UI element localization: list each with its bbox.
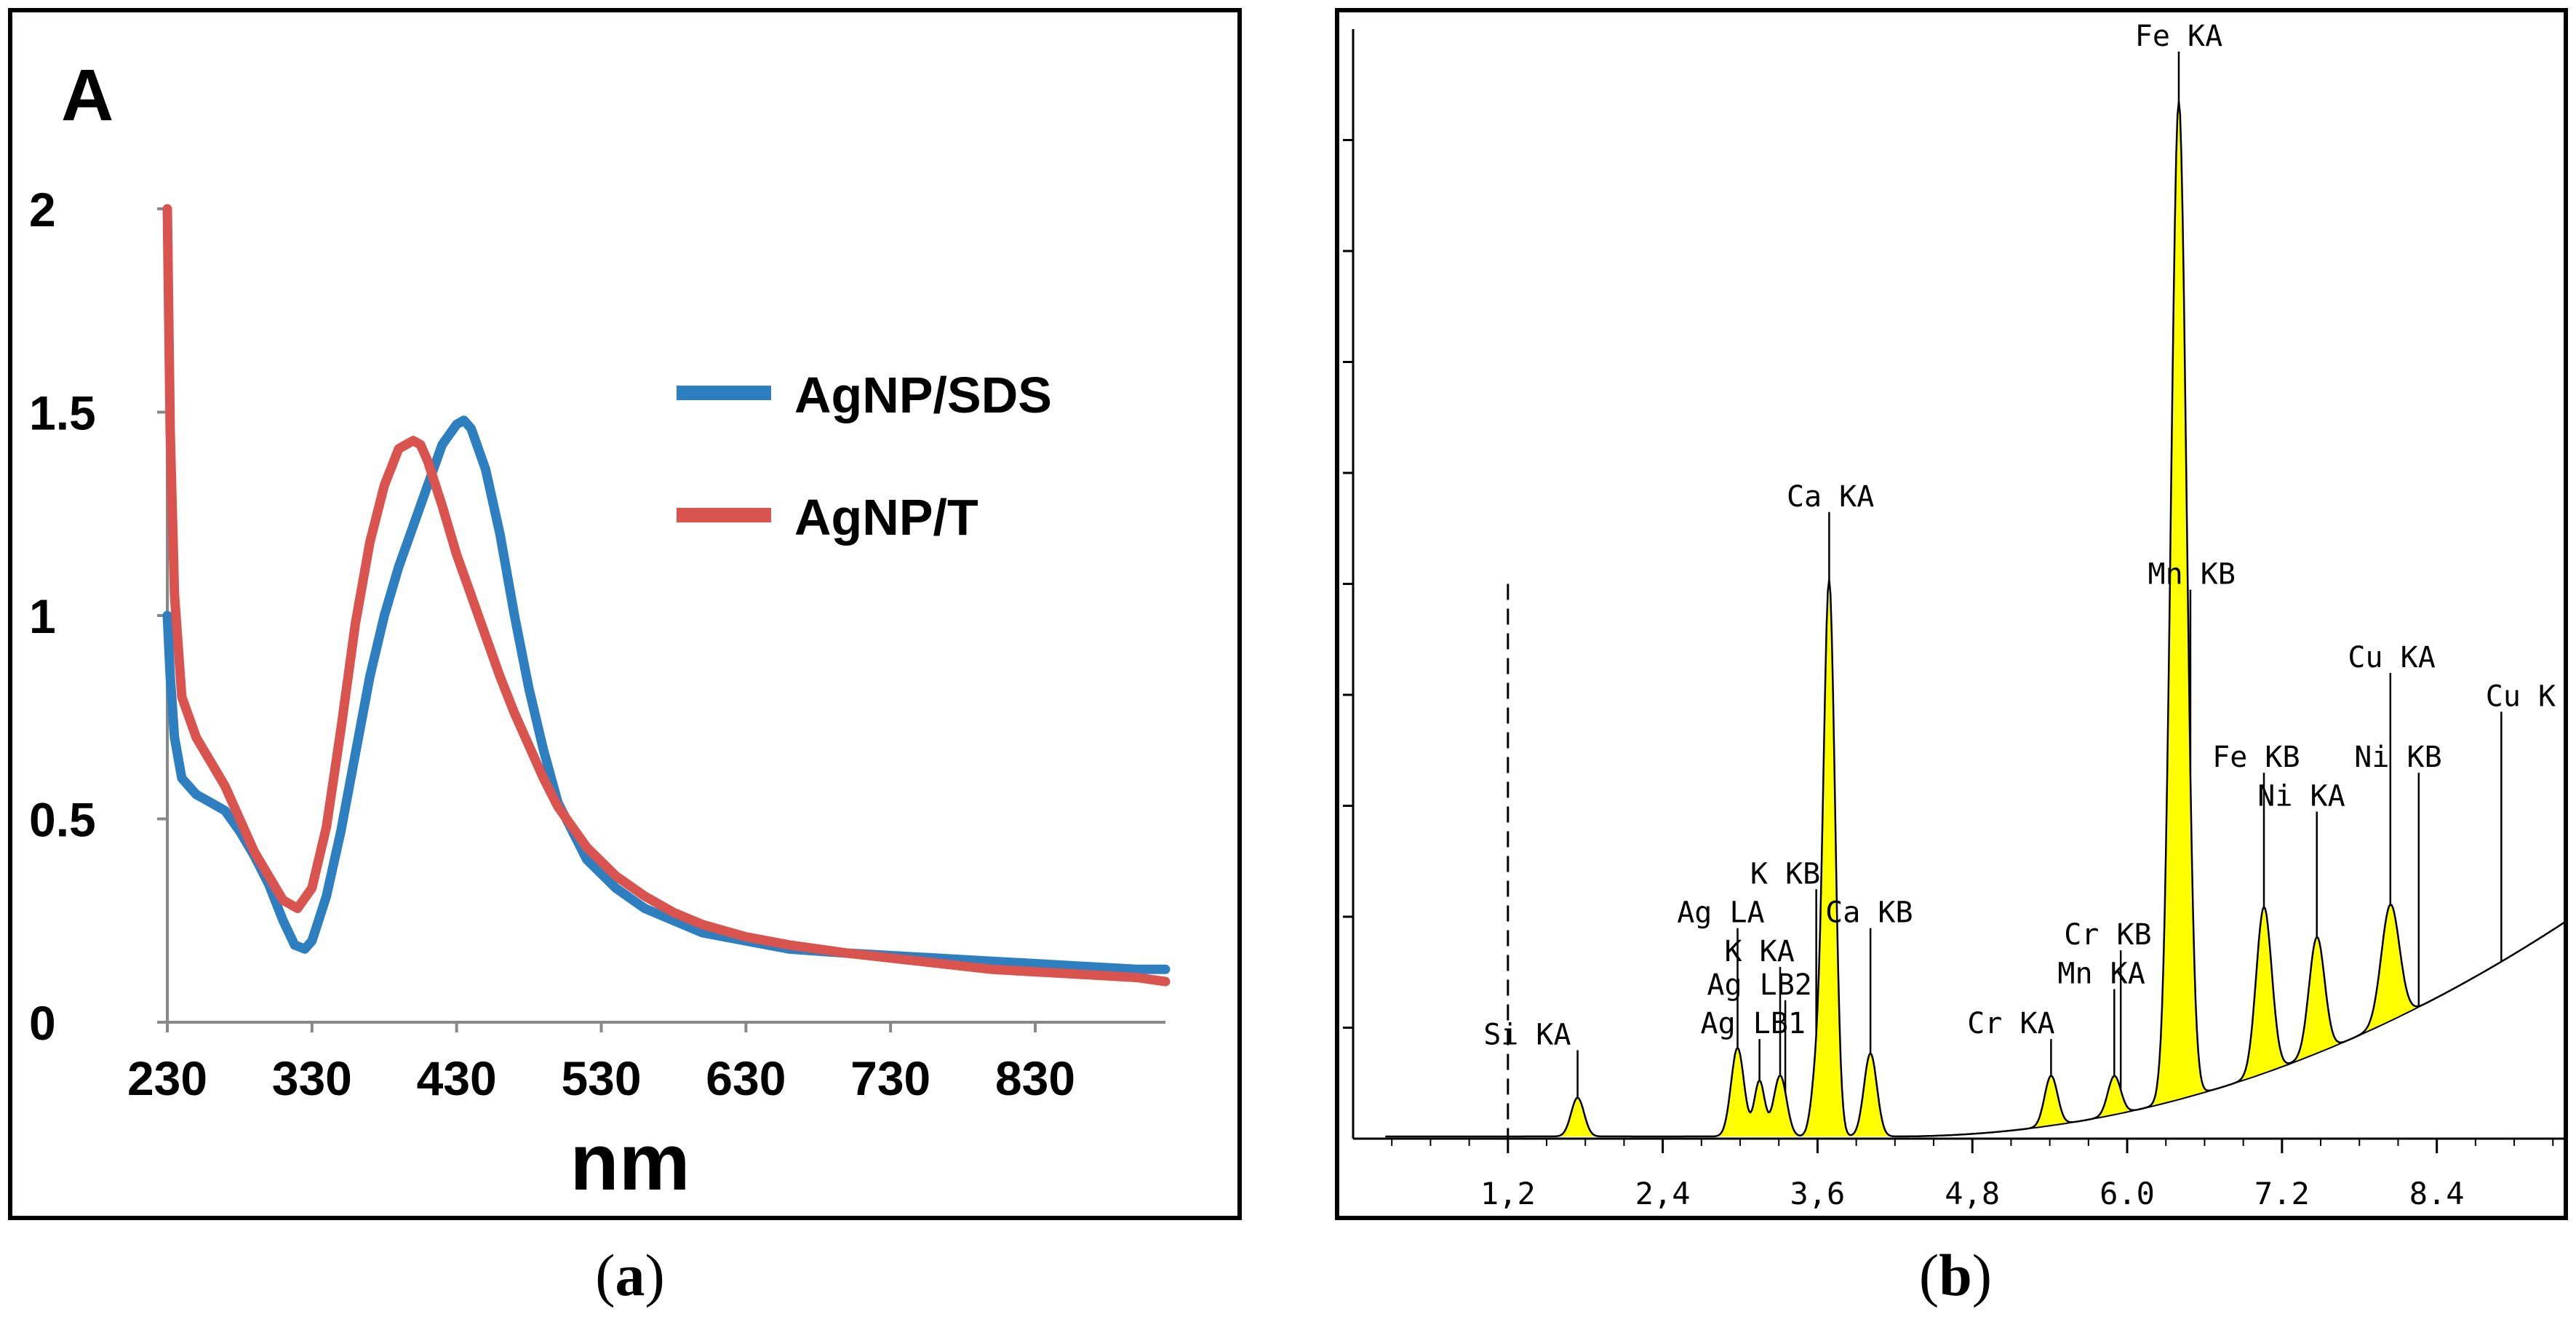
- peak-label: Mn KA: [2057, 957, 2145, 991]
- y-tick-label: 1.5: [29, 386, 96, 440]
- legend-label-agnp-t: AgNP/T: [794, 489, 978, 546]
- x-tick-label: 830: [995, 1051, 1075, 1105]
- panel-a-x-ticks: 230 330 430 530 630 730 830: [127, 1022, 1075, 1105]
- x-tick-label: 1,2: [1480, 1176, 1536, 1211]
- peak-label: Ca KB: [1825, 896, 1913, 930]
- series-line-agnp-t: [162, 204, 1171, 987]
- caption-b-letter: b: [1939, 1242, 1972, 1308]
- y-tick-label: 0.5: [29, 793, 96, 847]
- x-tick-label: 530: [561, 1051, 641, 1105]
- x-tick-label: 330: [272, 1051, 352, 1105]
- peak-label: Mn KB: [2148, 558, 2236, 592]
- peak-label: Cr KB: [2064, 918, 2151, 952]
- peak-label: Si KA: [1483, 1018, 1571, 1051]
- caption-a-letter: a: [615, 1242, 645, 1308]
- panel-b-y-ticks: [1343, 139, 1353, 1029]
- peak-label: Fe KA: [2135, 20, 2222, 53]
- x-tick-label: 4,8: [1945, 1176, 2000, 1211]
- y-tick-label: 1: [29, 589, 56, 643]
- peak-label: Cr KA: [1967, 1007, 2054, 1040]
- panel-a-y-ticks: 0 0.5 1 1.5 2: [29, 183, 167, 1050]
- legend-label-agnp-sds: AgNP/SDS: [794, 367, 1052, 423]
- x-tick-label: 630: [706, 1051, 786, 1105]
- peak-label: Cu K: [2486, 680, 2556, 713]
- peak-label: Ca KA: [1787, 480, 1874, 514]
- x-axis-title: nm: [570, 1118, 690, 1207]
- caption-a: (a): [595, 1242, 665, 1308]
- peak-label: Ag LA: [1677, 896, 1764, 930]
- panel-a-frame: [8, 8, 1242, 1220]
- peak-label: K KB: [1750, 857, 1820, 891]
- x-tick-label: 430: [417, 1051, 497, 1105]
- panel-a-label: A: [61, 55, 113, 136]
- x-tick-label: 3,6: [1790, 1176, 1845, 1211]
- x-tick-label: 2,4: [1635, 1176, 1691, 1211]
- peak-label: Cu KA: [2348, 641, 2435, 674]
- caption-b: (b): [1919, 1242, 1992, 1308]
- peak-label: Ni KB: [2354, 741, 2441, 774]
- peak-label: Ni KA: [2257, 780, 2345, 813]
- x-tick-label: 230: [127, 1051, 207, 1105]
- panel-a-series: [162, 204, 1171, 987]
- x-tick-label: 7.2: [2254, 1176, 2310, 1211]
- peak-label: K KA: [1724, 935, 1794, 968]
- legend: AgNP/SDS AgNP/T: [677, 367, 1052, 546]
- peak-label: Ag LB2: [1707, 968, 1812, 1002]
- peak-label: Ag LB1: [1701, 1007, 1806, 1040]
- peak-label: Fe KB: [2212, 741, 2300, 774]
- panel-a-uv-vis-chart: A 0 0.5 1 1.5 2 230 330 430 530 630 730 830 nm AgN…: [8, 8, 1242, 1308]
- panel-b-x-ticks: 1,2 2,4 3,6 4,8 6.0 7.2 8.4: [1391, 1139, 2554, 1211]
- x-tick-label: 6.0: [2100, 1176, 2155, 1211]
- x-tick-label: 8.4: [2409, 1176, 2465, 1211]
- x-tick-label: 730: [850, 1051, 930, 1105]
- y-tick-label: 0: [29, 996, 56, 1050]
- panel-b-spectrum: [1385, 100, 2567, 1139]
- panel-b-frame: [1335, 8, 2568, 1220]
- background-curve: [1894, 920, 2567, 1137]
- y-tick-label: 2: [29, 183, 56, 236]
